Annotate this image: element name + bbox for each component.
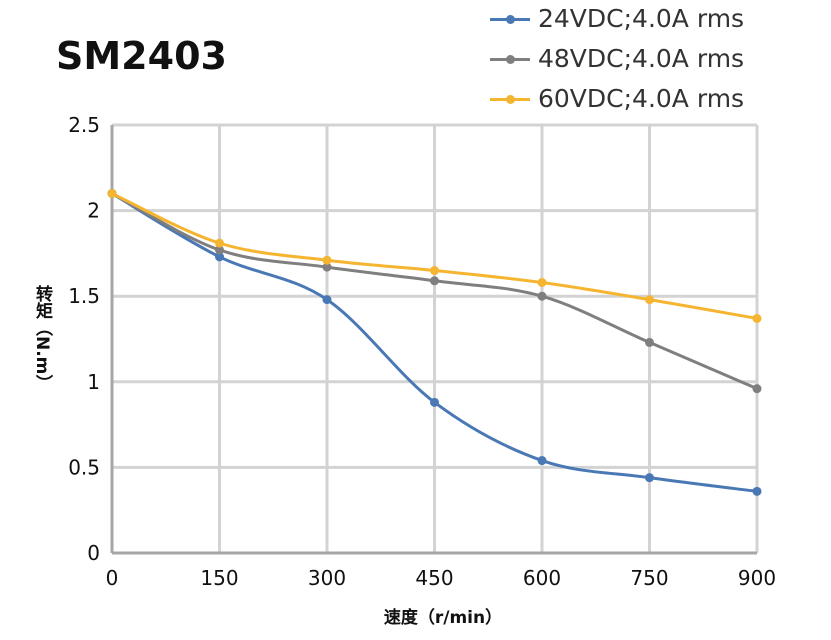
x-tick-label: 450 xyxy=(415,566,453,590)
y-axis-label: 转矩（N.m） xyxy=(32,285,52,392)
x-tick-label: 600 xyxy=(523,566,561,590)
data-point xyxy=(537,456,547,466)
data-point xyxy=(430,266,439,276)
chart-title: SM2403 xyxy=(56,34,227,78)
data-point xyxy=(645,337,654,347)
data-point xyxy=(430,397,439,407)
data-point xyxy=(645,473,654,483)
legend-label: 24VDC;4.0A rms xyxy=(538,4,745,33)
data-point xyxy=(215,252,224,262)
legend-swatch xyxy=(490,8,530,30)
x-tick-label: 750 xyxy=(630,566,668,590)
data-point xyxy=(322,295,332,305)
data-point xyxy=(752,313,762,323)
x-tick-label: 0 xyxy=(106,566,119,590)
legend-item-48v: 48VDC;4.0A rms xyxy=(490,44,744,73)
y-tick-label: 0 xyxy=(87,541,100,565)
legend-item-24v: 24VDC;4.0A rms xyxy=(490,4,744,33)
legend-swatch xyxy=(490,88,530,110)
data-point xyxy=(537,278,547,288)
y-tick-label: 2.5 xyxy=(68,113,100,137)
legend-label: 60VDC;4.0A rms xyxy=(538,84,745,113)
y-tick-label: 1.5 xyxy=(68,284,100,308)
data-point xyxy=(107,188,117,198)
x-axis-label: 速度（r/min） xyxy=(383,608,503,628)
x-tick-label: 150 xyxy=(200,566,238,590)
y-tick-label: 2 xyxy=(87,199,100,223)
data-point xyxy=(537,291,547,301)
data-point xyxy=(322,255,332,265)
data-point xyxy=(215,238,224,248)
legend-item-60v: 60VDC;4.0A rms xyxy=(490,84,744,113)
x-tick-label: 300 xyxy=(308,566,346,590)
legend-label: 48VDC;4.0A rms xyxy=(538,44,745,73)
y-tick-label: 0.5 xyxy=(68,455,100,479)
data-point xyxy=(645,295,654,305)
y-tick-label: 1 xyxy=(87,370,100,394)
x-tick-label: 900 xyxy=(738,566,776,590)
legend-swatch xyxy=(490,48,530,70)
data-point xyxy=(430,276,439,286)
data-point xyxy=(752,486,762,496)
data-point xyxy=(752,384,762,394)
data-point xyxy=(215,245,224,255)
data-point xyxy=(322,262,332,272)
